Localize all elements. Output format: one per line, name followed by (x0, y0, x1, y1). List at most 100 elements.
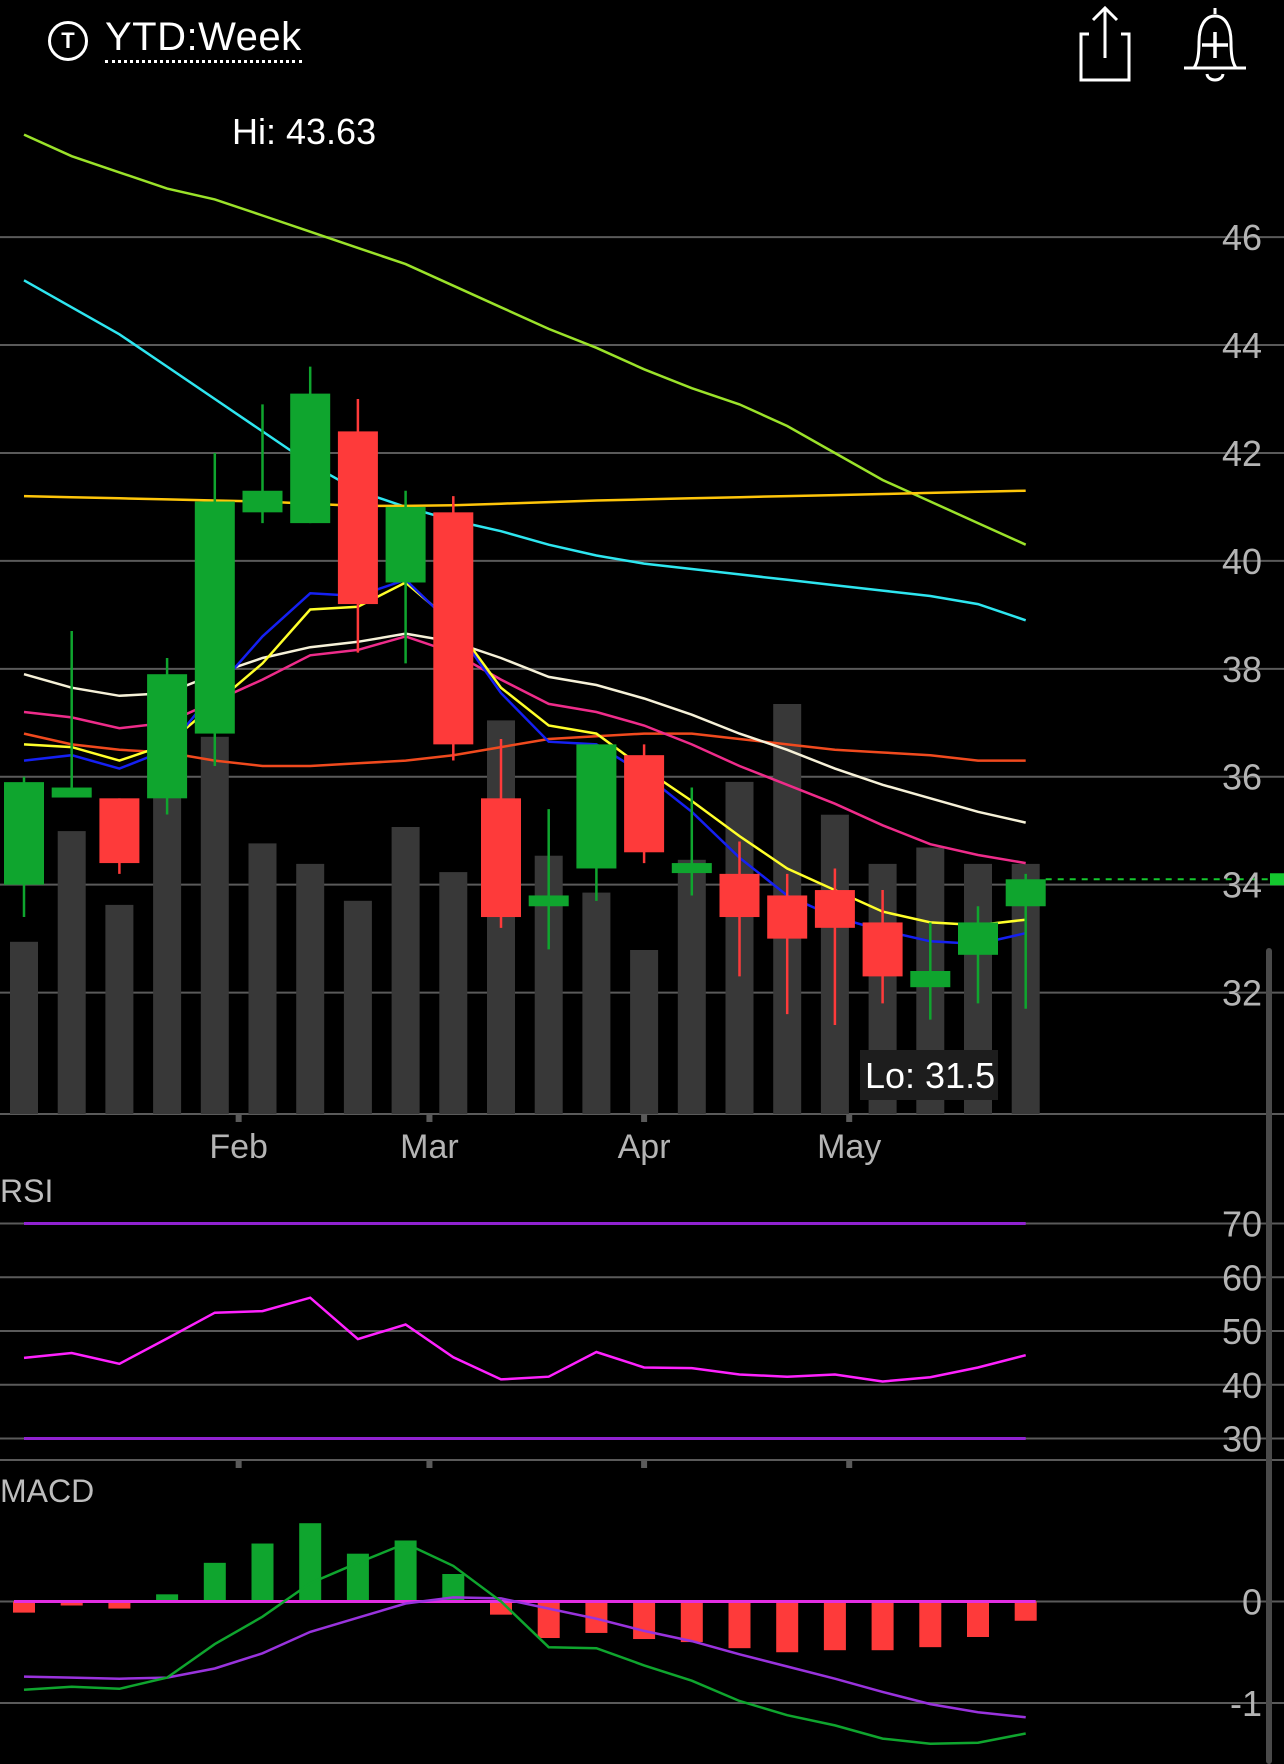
x-tick-label: Apr (618, 1128, 671, 1166)
candle-body (481, 798, 521, 918)
macd-histogram-bar (251, 1543, 274, 1602)
macd-histogram-bar (156, 1594, 179, 1602)
moving-average-line (23, 632, 1026, 824)
macd-histogram-bar (60, 1601, 83, 1606)
candlestick (481, 738, 521, 928)
candle-body (337, 431, 378, 605)
volume-bar (105, 904, 134, 1114)
macd-panel: MACD 0 -1 (0, 1473, 1284, 1745)
macd-line (23, 1542, 1026, 1745)
rsi-axis-labels: 30 40 50 60 70 (1222, 1204, 1262, 1460)
candlestick (624, 744, 665, 864)
candlestick (337, 399, 378, 653)
candlestick (51, 631, 92, 798)
hi-label: Hi: 43.63 (232, 111, 376, 152)
moving-average-lines (23, 133, 1027, 946)
price-tick-label: 32 (1222, 973, 1262, 1014)
candlestick (99, 798, 140, 874)
rsi-line (23, 1296, 1027, 1383)
candle-body (99, 798, 140, 864)
rsi-tick-label: 70 (1222, 1204, 1262, 1245)
candle-body (958, 922, 998, 955)
candlestick (528, 809, 569, 950)
candlestick (194, 452, 235, 766)
candlestick (1005, 873, 1046, 1009)
volume-bar (10, 941, 38, 1114)
candle-body (624, 755, 665, 853)
candle-body (385, 506, 426, 583)
rsi-panel: RSI 30 40 50 60 70 (0, 1173, 1284, 1468)
share-button[interactable] (1075, 2, 1135, 86)
macd-histogram-bar (442, 1574, 465, 1602)
macd-histogram-bar (108, 1601, 131, 1609)
volume-bar (343, 900, 372, 1114)
candlestick (862, 890, 903, 1004)
candle-body (147, 674, 188, 799)
last-price-marker (1045, 873, 1284, 886)
macd-axis-labels: 0 -1 (1230, 1581, 1262, 1724)
volume-bars (10, 704, 1040, 1114)
macd-histogram-bar (776, 1601, 799, 1653)
candlestick (576, 744, 617, 901)
volume-bar (200, 736, 229, 1114)
macd-histogram-bar (823, 1601, 846, 1651)
macd-histogram-bar (203, 1562, 226, 1602)
candle-body (671, 863, 712, 874)
macd-tick-label: -1 (1230, 1683, 1262, 1724)
lo-label: Lo: 31.5 (865, 1055, 995, 1096)
moving-average-line (23, 489, 1026, 508)
volume-bar (582, 892, 611, 1114)
candle-body (290, 393, 331, 524)
x-tick-label: Mar (400, 1128, 459, 1166)
candle-body (4, 782, 44, 885)
macd-signal-line (23, 1596, 1026, 1719)
macd-histogram-bar (728, 1601, 751, 1649)
candle-body (576, 744, 617, 869)
moving-average-line (23, 732, 1026, 768)
price-tick-label: 46 (1222, 217, 1262, 258)
moving-average-line (23, 581, 1026, 927)
scrollbar[interactable] (1266, 948, 1272, 1764)
macd-title: MACD (0, 1473, 94, 1509)
macd-lines (14, 1542, 1036, 1745)
rsi-tick-label: 60 (1222, 1257, 1262, 1298)
alert-button[interactable] (1180, 2, 1250, 86)
rsi-tick-label: 30 (1222, 1419, 1262, 1460)
candlestick (4, 776, 44, 918)
price-tick-label: 38 (1222, 649, 1262, 690)
x-tick-label: May (817, 1128, 881, 1166)
macd-histogram-bar (394, 1540, 417, 1602)
macd-histogram-bar (585, 1601, 608, 1633)
volume-bar (630, 950, 659, 1114)
candlestick (719, 841, 760, 977)
volume-bar (248, 843, 277, 1114)
macd-histogram-bar (680, 1601, 703, 1643)
moving-average-line (23, 279, 1027, 622)
moving-average-line (23, 133, 1027, 546)
price-tick-label: 34 (1222, 865, 1262, 906)
candle-body (719, 873, 760, 918)
price-tick-label: 44 (1222, 325, 1262, 366)
hi-label-bg (228, 108, 393, 156)
price-axis-labels: 32 34 36 38 40 42 44 46 (1222, 217, 1262, 1013)
candlestick (767, 873, 808, 1015)
candlestick (910, 922, 951, 1020)
candle-body (862, 922, 903, 977)
candle-body (242, 490, 283, 513)
macd-histogram-bar (871, 1601, 894, 1651)
share-icon (1079, 5, 1131, 82)
rsi-series (23, 1296, 1027, 1383)
candle-body (433, 512, 474, 745)
moving-average-line (23, 578, 1026, 946)
volume-bar (296, 863, 325, 1114)
price-tick-label: 42 (1222, 433, 1262, 474)
moving-average-line (23, 635, 1026, 865)
period-selector[interactable]: YTD:Week (105, 14, 302, 63)
macd-tick-label: 0 (1242, 1581, 1262, 1622)
macd-histogram-bar (967, 1601, 989, 1637)
lo-label-bg (860, 1050, 998, 1100)
candlestick (147, 658, 188, 815)
volume-bar (439, 872, 468, 1114)
